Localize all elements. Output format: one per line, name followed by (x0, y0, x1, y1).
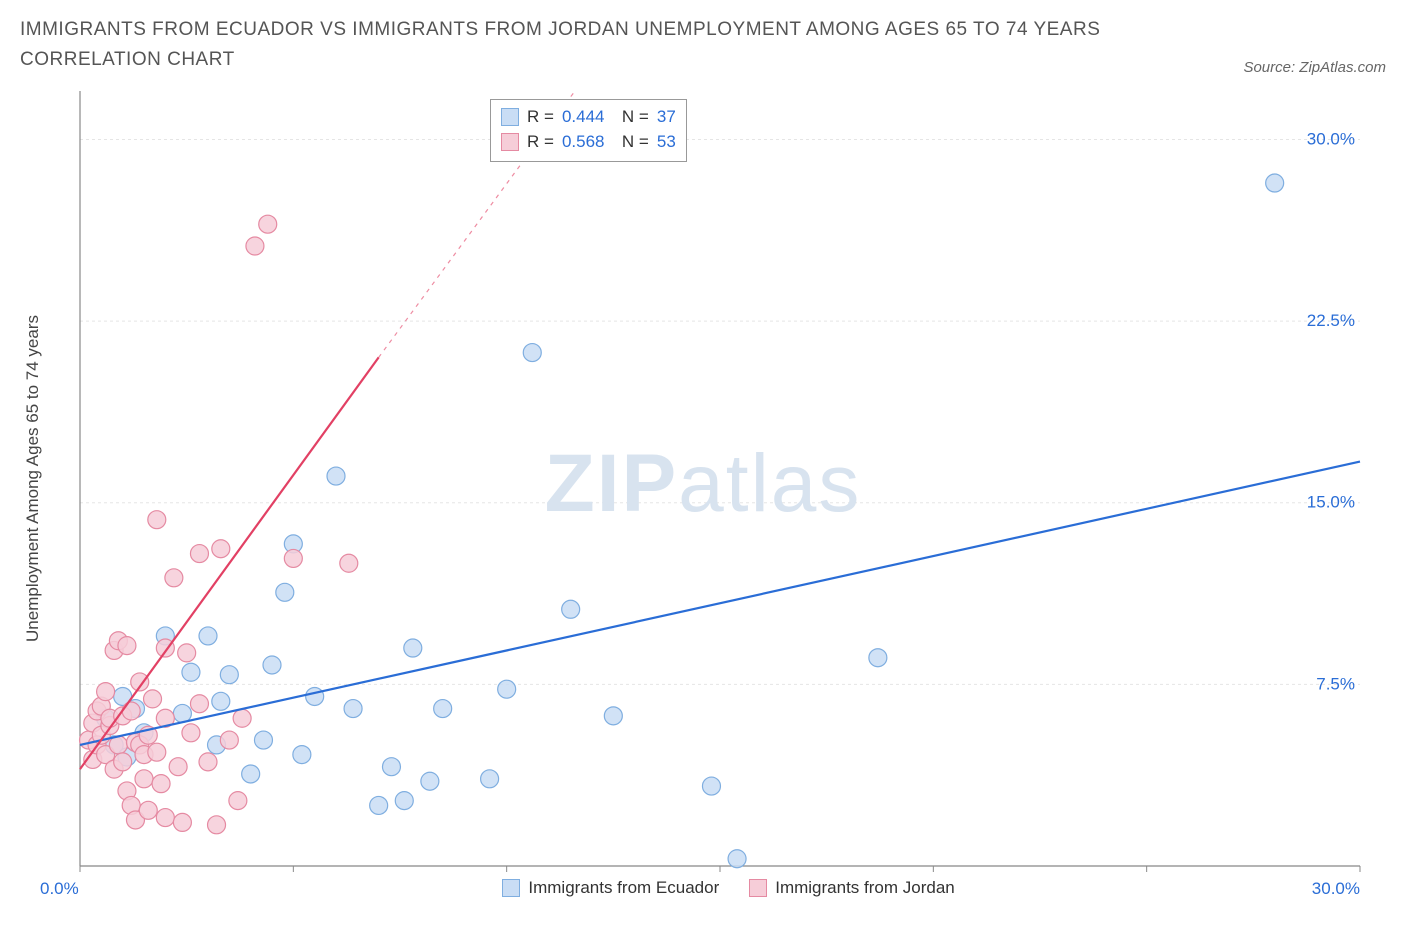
svg-text:30.0%: 30.0% (1312, 879, 1360, 898)
legend-swatch (749, 879, 767, 897)
legend-label: Immigrants from Jordan (775, 878, 955, 898)
legend-swatch (502, 879, 520, 897)
correlation-box: R = 0.444 N = 37R = 0.568 N = 53 (490, 99, 687, 162)
corr-r-value: 0.568 (562, 129, 605, 155)
corr-r-value: 0.444 (562, 104, 605, 130)
svg-text:22.5%: 22.5% (1307, 311, 1355, 330)
bottom-legend: Immigrants from Ecuador Immigrants from J… (502, 878, 954, 898)
svg-text:15.0%: 15.0% (1307, 493, 1355, 512)
legend-label: Immigrants from Ecuador (528, 878, 719, 898)
svg-text:7.5%: 7.5% (1316, 674, 1355, 693)
legend-swatch (501, 108, 519, 126)
chart-title: IMMIGRANTS FROM ECUADOR VS IMMIGRANTS FR… (20, 15, 1120, 76)
chart-area: ZIPatlas 7.5%15.0%22.5%30.0%0.0%30.0%Une… (20, 86, 1386, 916)
corr-n-label: N = (612, 104, 648, 130)
corr-n-value: 37 (657, 104, 676, 130)
svg-text:0.0%: 0.0% (40, 879, 79, 898)
svg-text:30.0%: 30.0% (1307, 129, 1355, 148)
correlation-row: R = 0.568 N = 53 (501, 129, 676, 155)
legend-item: Immigrants from Ecuador (502, 878, 719, 898)
corr-n-label: N = (612, 129, 648, 155)
correlation-row: R = 0.444 N = 37 (501, 104, 676, 130)
corr-r-label: R = (527, 129, 554, 155)
corr-r-label: R = (527, 104, 554, 130)
legend-item: Immigrants from Jordan (749, 878, 955, 898)
source-citation: Source: ZipAtlas.com (1243, 59, 1386, 76)
corr-n-value: 53 (657, 129, 676, 155)
svg-text:Unemployment Among Ages 65 to: Unemployment Among Ages 65 to 74 years (23, 315, 42, 642)
legend-swatch (501, 133, 519, 151)
scatter-chart: 7.5% 15.0% 22.5% 30.0% 0.0% 30.0% Unemployment… (20, 86, 1386, 916)
header-row: IMMIGRANTS FROM ECUADOR VS IMMIGRANTS FR… (20, 15, 1386, 76)
